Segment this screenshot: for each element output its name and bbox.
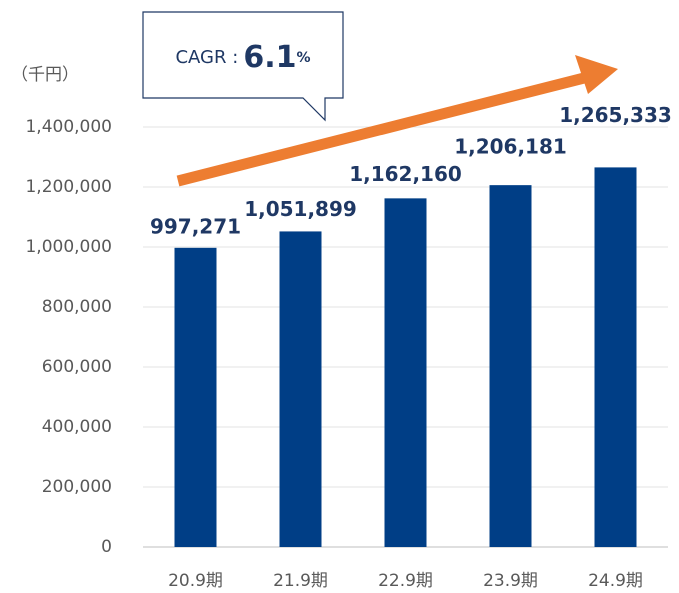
y-tick-label: 200,000 — [42, 477, 112, 497]
value-label: 1,051,899 — [244, 197, 357, 221]
y-tick-label: 0 — [101, 537, 112, 557]
y-tick-label: 1,200,000 — [25, 177, 112, 197]
cagr-suffix: % — [297, 50, 311, 66]
cagr-value: 6.1 — [243, 40, 296, 75]
bar — [174, 247, 217, 547]
callout-box — [142, 11, 344, 122]
bar — [594, 167, 637, 548]
x-tick-label: 21.9期 — [273, 571, 328, 591]
y-tick-label: 800,000 — [42, 297, 112, 317]
trend-arrow — [176, 55, 618, 187]
value-label: 1,265,333 — [559, 103, 672, 127]
y-tick-label: 1,400,000 — [25, 117, 112, 137]
y-tick-label: 400,000 — [42, 417, 112, 437]
y-tick-label: 1,000,000 — [25, 237, 112, 257]
y-tick-label: 600,000 — [42, 357, 112, 377]
bar — [489, 185, 532, 548]
x-tick-label: 20.9期 — [168, 571, 223, 591]
cagr-prefix: CAGR : — [175, 47, 238, 68]
value-label: 1,162,160 — [349, 162, 462, 186]
bar — [279, 231, 322, 547]
value-label: 1,206,181 — [454, 135, 567, 159]
plot: 0 200,000 400,000 600,000 800,000 1,000,000 1,… — [25, 103, 671, 591]
bar — [384, 198, 427, 548]
x-tick-label: 24.9期 — [588, 571, 643, 591]
x-tick-label: 23.9期 — [483, 571, 538, 591]
x-tick-label: 22.9期 — [378, 571, 433, 591]
unit-label: （千円） — [11, 65, 79, 85]
callout-text: CAGR : 6.1% — [175, 40, 310, 75]
value-label: 997,271 — [150, 214, 241, 238]
